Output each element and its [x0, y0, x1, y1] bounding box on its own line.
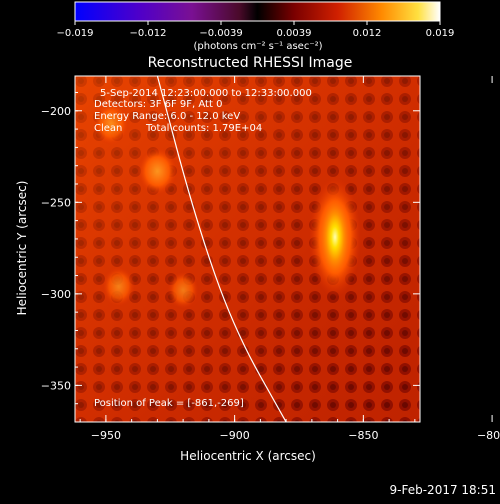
plot-frame — [74, 75, 421, 423]
y-tick-label: −200 — [41, 105, 71, 118]
chart-title: Reconstructed RHESSI Image — [148, 55, 353, 71]
colorbar-tick-label: −0.0039 — [199, 28, 242, 39]
solar-limb-curve — [156, 76, 287, 422]
x-tick-label: −900 — [220, 429, 250, 442]
y-axis: −200 −250 −300 −350 — [41, 91, 420, 405]
source-blob — [102, 266, 136, 307]
x-axis: −950 −900 −850 −800 — [79, 76, 500, 442]
heatmap-plot — [75, 76, 420, 422]
y-tick-label: −250 — [41, 196, 71, 209]
annotations: 5-Sep-2014 12:23:00.000 to 12:33:00.000 … — [94, 88, 312, 409]
y-axis-label: Heliocentric Y (arcsec) — [15, 181, 29, 316]
colorbar-tick-label: 0.012 — [353, 28, 382, 39]
y-tick-label: −350 — [41, 379, 71, 392]
source-blob — [167, 271, 199, 309]
annotation-time-range: 5-Sep-2014 12:23:00.000 to 12:33:00.000 — [100, 88, 312, 99]
heatmap-sources — [92, 101, 362, 309]
annotation-energy-range: Energy Range: 6.0 - 12.0 keV — [94, 111, 240, 122]
x-tick-label: −800 — [477, 429, 500, 442]
annotation-peak-position: Position of Peak = [-861,-269] — [94, 398, 244, 409]
annotation-detectors: Detectors: 3F 6F 9F, Att 0 — [94, 99, 222, 110]
colorbar-unit-label: (photons cm⁻² s⁻¹ asec⁻²) — [193, 41, 322, 52]
source-blob — [137, 147, 178, 196]
x-tick-label: −850 — [348, 429, 378, 442]
colorbar-tick-label: 0.0039 — [277, 28, 312, 39]
y-tick-label: −300 — [41, 288, 71, 301]
colorbar-tick-label: −0.019 — [56, 28, 93, 39]
annotation-total-counts: Total counts: 1.79E+04 — [145, 123, 262, 134]
colorbar-gradient — [74, 1, 441, 22]
footer-timestamp: 9-Feb-2017 18:51 — [390, 483, 496, 497]
colorbar-tick-label: −0.012 — [129, 28, 166, 39]
source-peak — [319, 195, 352, 280]
colorbar: −0.019 −0.012 −0.0039 0.0039 0.012 0.019 (pho… — [56, 1, 454, 52]
source-blob — [92, 101, 130, 146]
annotation-method: Clean — [94, 123, 122, 134]
x-axis-label: Heliocentric X (arcsec) — [180, 449, 316, 463]
colorbar-tick-label: 0.019 — [426, 28, 455, 39]
colorbar-ticks: −0.019 −0.012 −0.0039 0.0039 0.012 0.019 — [56, 21, 454, 39]
x-tick-label: −950 — [91, 429, 121, 442]
